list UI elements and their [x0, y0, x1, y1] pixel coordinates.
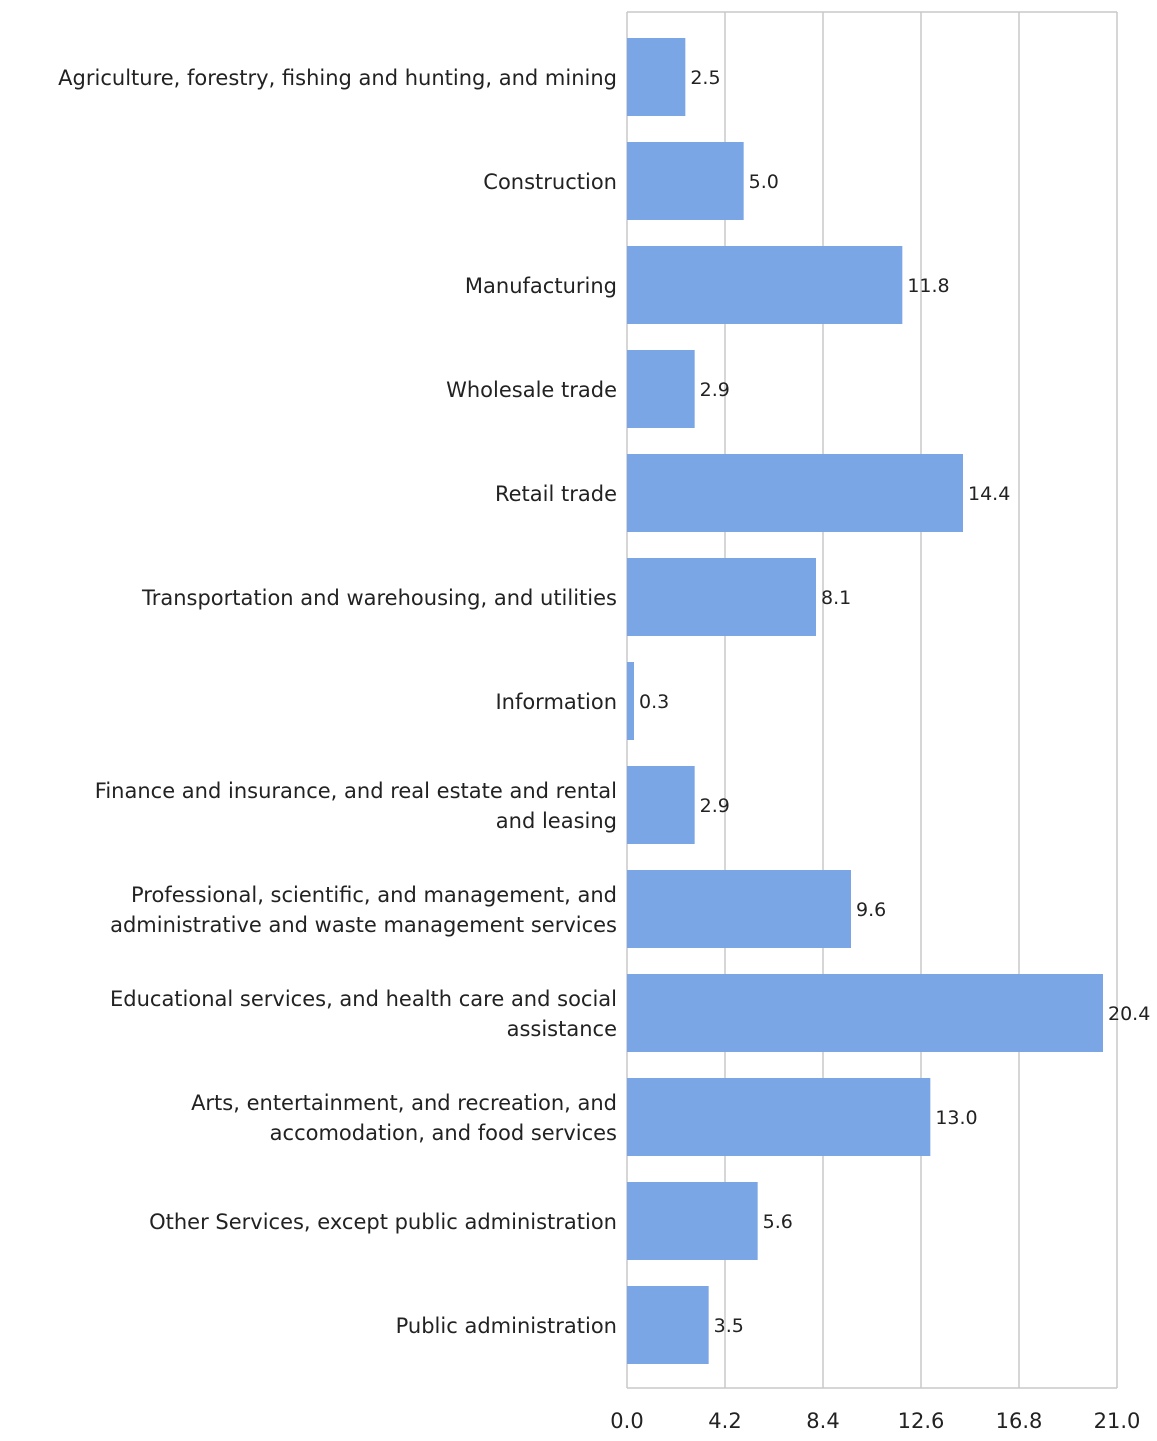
category-label-line: Finance and insurance, and real estate a… — [95, 779, 617, 803]
x-tick-label: 0.0 — [610, 1409, 643, 1433]
category-label-line: Educational services, and health care an… — [110, 987, 617, 1011]
bar — [627, 662, 634, 740]
category-label-line: Manufacturing — [465, 274, 617, 298]
bar — [627, 142, 744, 220]
bar — [627, 870, 851, 948]
bar — [627, 38, 686, 116]
data-label: 2.9 — [700, 795, 730, 817]
category-label-line: Construction — [483, 170, 617, 194]
category-label-line: assistance — [507, 1017, 617, 1041]
category-label-line: Arts, entertainment, and recreation, and — [191, 1091, 617, 1115]
category-label-line: administrative and waste management serv… — [110, 913, 617, 937]
bar — [627, 558, 816, 636]
category-label-line: Retail trade — [495, 482, 617, 506]
category-label-line: Other Services, except public administra… — [149, 1210, 617, 1234]
x-tick-label: 21.0 — [1094, 1409, 1141, 1433]
category-label: Manufacturing — [465, 274, 617, 298]
category-label-line: Wholesale trade — [446, 378, 617, 402]
bar — [627, 1286, 709, 1364]
category-label-line: Public administration — [396, 1314, 617, 1338]
category-label-line: Transportation and warehousing, and util… — [141, 586, 617, 610]
category-label-line: Professional, scientific, and management… — [131, 883, 617, 907]
data-label: 14.4 — [968, 483, 1010, 505]
data-label: 20.4 — [1108, 1003, 1150, 1025]
bar — [627, 974, 1103, 1052]
data-label: 11.8 — [907, 275, 949, 297]
bar — [627, 246, 903, 324]
bar — [627, 350, 695, 428]
bar — [627, 1078, 931, 1156]
category-label: Educational services, and health care an… — [110, 987, 617, 1041]
data-label: 3.5 — [714, 1315, 744, 1337]
bar — [627, 454, 963, 532]
data-label: 2.5 — [690, 67, 720, 89]
x-tick-label: 16.8 — [996, 1409, 1043, 1433]
category-label: Other Services, except public administra… — [149, 1210, 617, 1234]
category-label: Construction — [483, 170, 617, 194]
category-label-line: Agriculture, forestry, fishing and hunti… — [58, 66, 617, 90]
category-label: Retail trade — [495, 482, 617, 506]
category-label: Professional, scientific, and management… — [110, 883, 617, 937]
x-tick-label: 4.2 — [708, 1409, 741, 1433]
data-label: 2.9 — [700, 379, 730, 401]
x-tick-label: 12.6 — [898, 1409, 945, 1433]
data-label: 13.0 — [935, 1107, 977, 1129]
data-label: 5.6 — [763, 1211, 793, 1233]
x-tick-label: 8.4 — [806, 1409, 839, 1433]
category-label: Agriculture, forestry, fishing and hunti… — [58, 66, 617, 90]
category-label-line: and leasing — [496, 809, 617, 833]
category-label: Arts, entertainment, and recreation, and… — [191, 1091, 617, 1145]
category-label: Finance and insurance, and real estate a… — [95, 779, 617, 833]
data-label: 5.0 — [749, 171, 779, 193]
bar — [627, 766, 695, 844]
category-label: Wholesale trade — [446, 378, 617, 402]
category-label: Transportation and warehousing, and util… — [141, 586, 617, 610]
bar — [627, 1182, 758, 1260]
data-label: 8.1 — [821, 587, 851, 609]
data-label: 9.6 — [856, 899, 886, 921]
category-label: Public administration — [396, 1314, 617, 1338]
data-label: 0.3 — [639, 691, 669, 713]
category-label-line: accomodation, and food services — [270, 1121, 617, 1145]
category-label-line: Information — [495, 690, 617, 714]
category-label: Information — [495, 690, 617, 714]
